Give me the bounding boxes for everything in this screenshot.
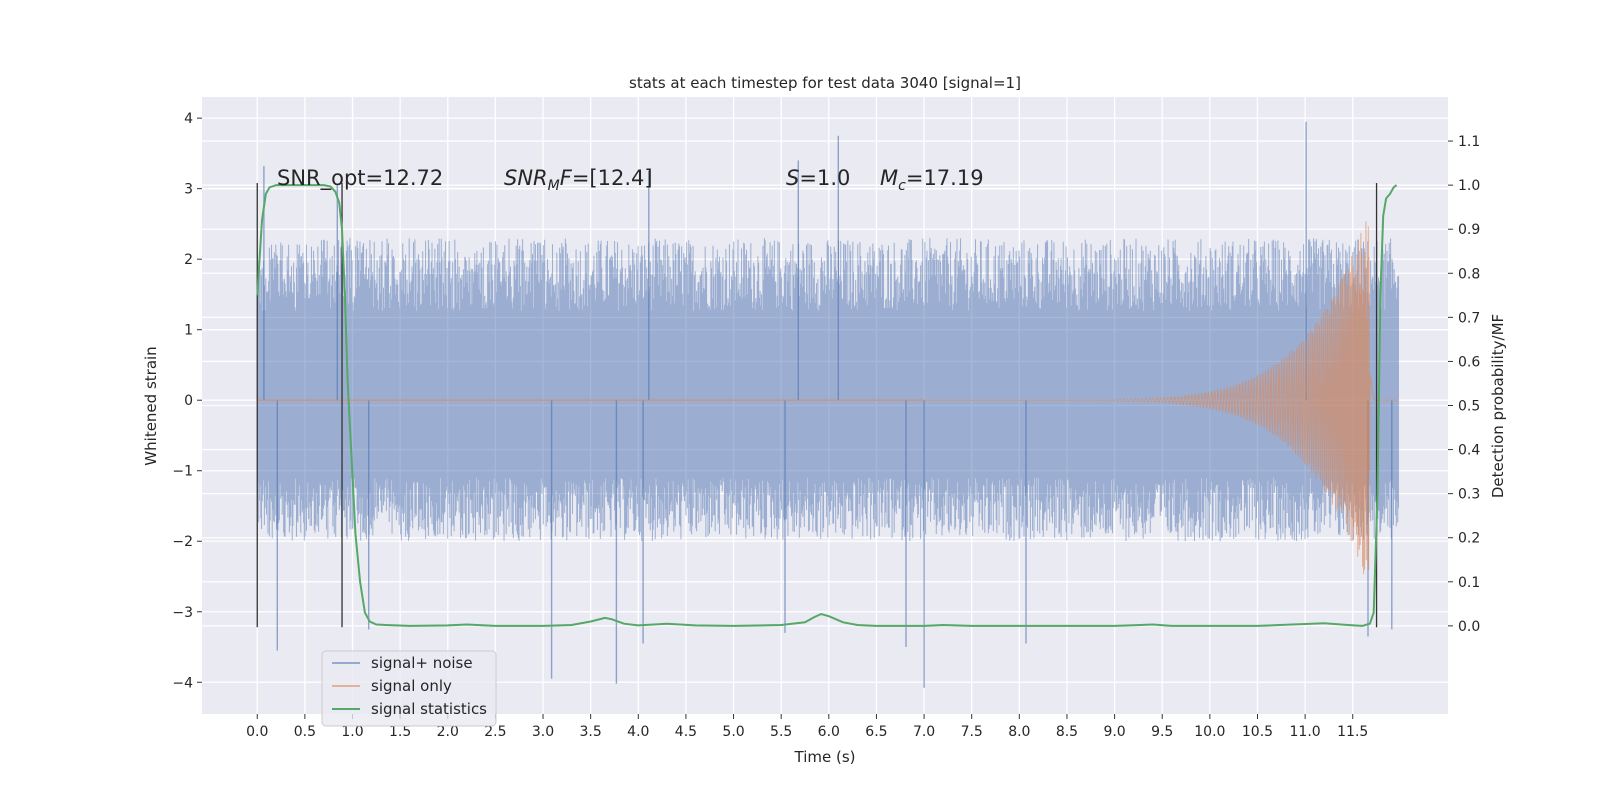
y2-tick-label: 1.1	[1458, 134, 1480, 150]
x-tick-label: 3.0	[532, 724, 554, 740]
legend-label-signal-only: signal only	[371, 677, 452, 695]
legend: signal+ noise signal only signal statist…	[321, 650, 497, 727]
x-tick-label: 0.0	[246, 724, 268, 740]
y2-tick-label: 0.4	[1458, 443, 1480, 459]
signal-statistics-line	[256, 184, 1398, 627]
annotation-snr-mf-subscript: M	[548, 178, 560, 194]
signal-statistics-series	[256, 184, 1398, 627]
annotation-snr-opt: SNR_opt=12.72	[277, 166, 443, 191]
x-tick-label: 5.5	[770, 724, 792, 740]
y-tick-label: 0	[184, 393, 193, 409]
legend-label-signal-statistics: signal statistics	[371, 700, 487, 718]
x-tick-label: 3.5	[580, 724, 602, 740]
chart-title: stats at each timestep for test data 304…	[629, 74, 1021, 92]
annotation-mc: Mc=17.19	[880, 166, 984, 194]
x-tick-label: 6.0	[818, 724, 840, 740]
x-tick-label: 9.5	[1151, 724, 1173, 740]
annotation-s-eq: =	[799, 166, 817, 190]
signal-only-series	[257, 221, 1399, 574]
annotation-snr-mf-value: [12.4]	[589, 166, 652, 190]
y2-tick-label: 0.5	[1458, 399, 1480, 415]
x-tick-label: 10.0	[1194, 724, 1225, 740]
annotation-mc-eq: =	[906, 166, 924, 190]
x-tick-label: 8.5	[1056, 724, 1078, 740]
y-axis-label: Whitened strain	[142, 346, 160, 465]
x-tick-label: 11.0	[1290, 724, 1321, 740]
annotation-snr-mf-eq: F=	[560, 166, 590, 190]
y-tick-label: −2	[172, 534, 193, 550]
x-tick-label: 11.5	[1337, 724, 1368, 740]
x-tick-label: 10.5	[1242, 724, 1273, 740]
legend-label-signal-noise: signal+ noise	[371, 654, 473, 672]
x-tick-label: 2.0	[437, 724, 459, 740]
x-tick-label: 4.0	[627, 724, 649, 740]
y2-tick-label: 0.6	[1458, 354, 1480, 370]
annotation-mc-symbol: M	[880, 166, 898, 190]
x-tick-label: 0.5	[294, 724, 316, 740]
x-tick-label: 6.5	[865, 724, 887, 740]
annotation-snr-opt-label: SNR_opt=	[277, 166, 383, 191]
y2-tick-label: 0.8	[1458, 266, 1480, 282]
annotation-mc-subscript: c	[898, 178, 906, 194]
y-tick-label: 4	[184, 111, 193, 127]
x-tick-label: 7.5	[961, 724, 983, 740]
y-tick-label: 2	[184, 252, 193, 268]
x-axis-label: Time (s)	[794, 748, 856, 766]
y2-tick-label: 0.0	[1458, 619, 1480, 635]
y-tick-label: −3	[172, 605, 193, 621]
x-tick-label: 7.0	[913, 724, 935, 740]
y2-tick-label: 0.3	[1458, 487, 1480, 503]
annotation-snr-mf: SNRMF=[12.4]	[504, 166, 653, 194]
y-tick-label: 1	[184, 323, 193, 339]
legend-box	[321, 650, 497, 727]
annotation-s-value: 1.0	[817, 166, 850, 190]
x-tick-label: 5.0	[722, 724, 744, 740]
y-tick-label: −1	[172, 464, 193, 480]
y2-tick-label: 0.7	[1458, 310, 1480, 326]
y2-tick-label: 0.9	[1458, 222, 1480, 238]
x-tick-label: 2.5	[484, 724, 506, 740]
y2-tick-label: 0.2	[1458, 531, 1480, 547]
annotation-snr-mf-symbol: SNR	[504, 166, 548, 190]
axis-ticks: 0.0 0.5 1.0 1.5 2.0 2.5 3.0 3.5 4.0 4.5 5.0 5.5 6.0 6…	[172, 111, 1480, 740]
x-tick-label: 9.0	[1103, 724, 1125, 740]
y2-axis-label: Detection probability/MF	[1489, 314, 1507, 498]
x-tick-label: 1.0	[341, 724, 363, 740]
x-tick-label: 8.0	[1008, 724, 1030, 740]
y2-tick-label: 1.0	[1458, 178, 1480, 194]
y-tick-label: 3	[184, 182, 193, 198]
x-tick-label: 4.5	[675, 724, 697, 740]
y-tick-label: −4	[172, 675, 193, 691]
annotation-mc-value: 17.19	[923, 166, 983, 190]
annotation-snr-opt-value: 12.72	[383, 166, 443, 190]
y2-tick-label: 0.1	[1458, 575, 1480, 591]
signal-only-chirp	[924, 221, 1399, 574]
annotation-s-symbol: S	[786, 166, 799, 190]
annotation-s: S=1.0	[786, 166, 850, 190]
x-tick-label: 1.5	[389, 724, 411, 740]
